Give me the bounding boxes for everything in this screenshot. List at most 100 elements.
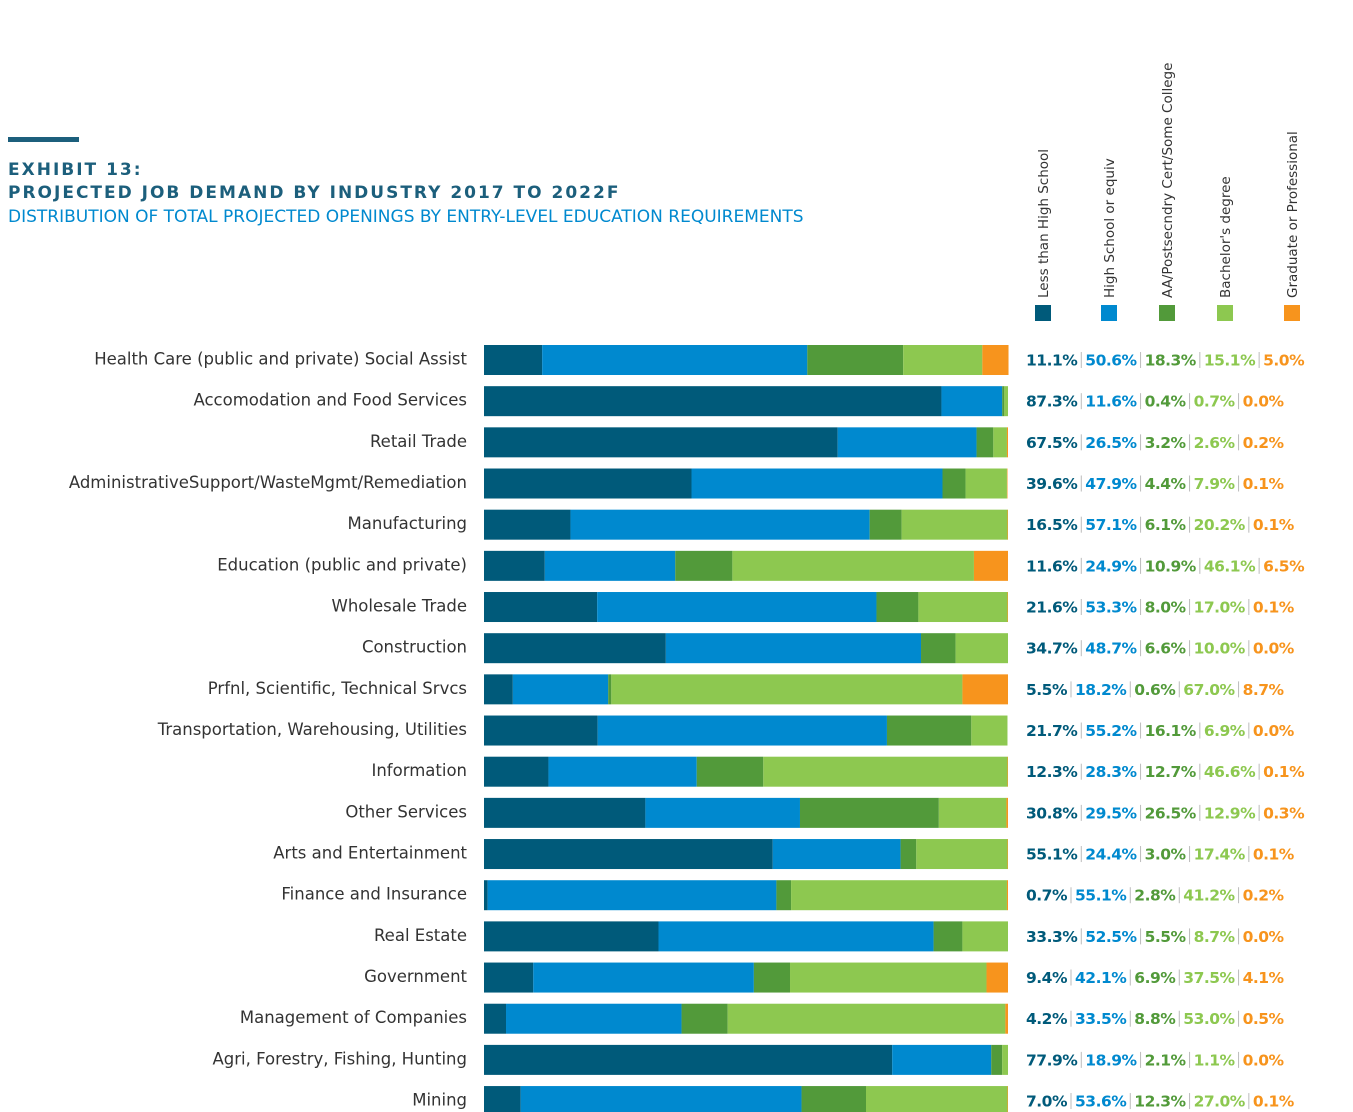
value-label: 17.4% [1194,846,1246,864]
bar-segment [790,962,987,993]
value-label: 55.2% [1085,722,1137,740]
bar-segment [865,1086,1008,1112]
value-label: 33.5% [1075,1010,1127,1028]
legend-swatch [1101,305,1117,321]
value-label: 52.5% [1085,928,1137,946]
bar-segment [799,797,939,828]
value-label: 9.4% [1026,969,1068,987]
bar-segment [986,962,1008,993]
bar-segment [807,345,904,375]
value-label: 0.3% [1263,804,1305,822]
value-label: 5.0% [1263,352,1305,370]
bar-segment [484,674,513,705]
legend-label: Graduate or Professional [1285,131,1301,298]
category-label: Wholesale Trade [332,597,467,616]
category-label: Government [364,967,467,986]
value-label: 55.1% [1075,887,1127,905]
bar-segment [776,880,792,911]
category-label: Transportation, Warehousing, Utilities [157,720,467,739]
value-label: 4.1% [1243,969,1285,987]
value-label: 21.7% [1026,722,1078,740]
legend-swatch [1284,305,1300,321]
bar-segment [484,880,488,911]
bar-segment [938,797,1007,828]
bar-segment [1006,880,1008,911]
value-label: 8.7% [1194,928,1236,946]
bar-segment [900,839,917,870]
bar-segment [484,550,545,581]
value-label: 8.8% [1134,1010,1176,1028]
bar-segment [971,715,1008,746]
value-label: 34.7% [1026,640,1078,658]
bar-segment [903,345,983,375]
category-label: Finance and Insurance [281,885,467,904]
value-label: 3.2% [1145,434,1187,452]
bar-segment [918,592,1008,623]
category-label: Information [371,761,467,780]
value-label: 0.0% [1243,1051,1285,1069]
value-label: 20.2% [1194,516,1246,534]
bar-segment [965,468,1007,499]
value-label: 0.1% [1253,1093,1295,1111]
value-label: 6.5% [1263,557,1305,575]
bar-segment [991,1044,1003,1075]
value-label: 11.1% [1026,352,1078,370]
chart-title: PROJECTED JOB DEMAND BY INDUSTRY 2017 TO… [8,183,620,203]
value-label: 29.5% [1085,804,1137,822]
value-label: 0.0% [1253,722,1295,740]
value-label: 0.0% [1253,640,1295,658]
bar-segment [484,839,773,870]
bar-segment [506,1003,682,1034]
value-label: 67.0% [1183,681,1235,699]
bar-segment [597,592,877,623]
category-label: Management of Companies [240,1008,467,1027]
legend-label: Bachelor's degree [1218,176,1234,298]
bar-segment [876,592,919,623]
bar-segment [675,550,733,581]
chart-title: EXHIBIT 13: [8,160,143,180]
category-label: Real Estate [374,926,467,945]
value-label: 0.4% [1145,393,1187,411]
bar-segment [520,1086,802,1112]
value-label: 8.7% [1243,681,1285,699]
bar-segment [1007,592,1008,623]
category-label: Other Services [345,802,467,821]
value-label: 21.6% [1026,599,1078,617]
value-label: 6.6% [1145,640,1187,658]
value-label: 10.9% [1145,557,1197,575]
bar-segment [487,880,777,911]
value-label: 5.5% [1145,928,1187,946]
bar-segment [533,962,754,993]
bar-segment [484,633,666,664]
bar-segment [548,756,697,787]
bar-segment [544,550,676,581]
value-label: 2.1% [1145,1051,1187,1069]
value-label: 16.1% [1145,722,1197,740]
value-label: 3.0% [1145,846,1187,864]
bar-segment [732,550,974,581]
bar-segment [941,386,1003,417]
value-label: 53.3% [1085,599,1137,617]
value-label: 53.0% [1183,1010,1235,1028]
value-label: 18.9% [1085,1051,1137,1069]
bar-segment [484,427,838,458]
value-label: 24.4% [1085,846,1137,864]
value-label: 11.6% [1026,557,1078,575]
bar-segment [484,921,659,952]
bar-segment [570,509,870,540]
value-label: 12.3% [1134,1093,1186,1111]
bar-segment [1002,1044,1008,1075]
value-label: 5.5% [1026,681,1068,699]
value-label: 42.1% [1075,969,1127,987]
bar-segment [484,1003,507,1034]
bar-segment [484,386,942,417]
value-label: 41.2% [1183,887,1235,905]
bar-segment [933,921,963,952]
value-label: 26.5% [1145,804,1197,822]
category-label: Manufacturing [348,514,467,533]
value-label: 33.3% [1026,928,1078,946]
value-label: 39.6% [1026,475,1078,493]
legend-swatch [1035,305,1051,321]
value-label: 1.1% [1194,1051,1236,1069]
value-label: 77.9% [1026,1051,1078,1069]
